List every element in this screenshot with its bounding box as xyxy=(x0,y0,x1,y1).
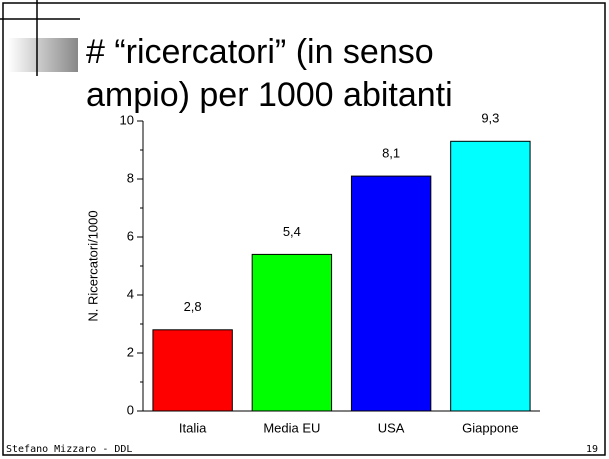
x-tick-label: Italia xyxy=(179,420,207,435)
slide-title: ampio) per 1000 abitanti xyxy=(86,76,453,114)
value-label: 2,8 xyxy=(184,299,202,314)
y-tick-label: 0 xyxy=(127,402,134,417)
y-tick-label: 10 xyxy=(120,112,134,127)
page-number: 19 xyxy=(586,444,598,455)
value-label: 8,1 xyxy=(382,146,400,161)
value-label: 5,4 xyxy=(283,224,301,239)
y-tick-label: 4 xyxy=(127,286,134,301)
x-tick-label: Giappone xyxy=(462,420,518,435)
footer: Stefano Mizzaro - DDL xyxy=(6,444,132,455)
x-tick-label: USA xyxy=(378,420,405,435)
y-tick-label: 2 xyxy=(127,344,134,359)
decoration xyxy=(8,38,78,72)
slide-title: # “ricercatori” (in senso xyxy=(86,33,434,71)
y-tick-label: 8 xyxy=(127,170,134,185)
bar xyxy=(350,175,432,412)
bar xyxy=(450,140,531,412)
value-label: 9,3 xyxy=(481,111,499,126)
bar xyxy=(152,329,233,412)
bar xyxy=(251,253,333,412)
y-tick-label: 6 xyxy=(127,228,134,243)
x-tick-label: Media EU xyxy=(263,420,320,435)
y-axis-label: N. Ricercatori/1000 xyxy=(85,210,100,321)
